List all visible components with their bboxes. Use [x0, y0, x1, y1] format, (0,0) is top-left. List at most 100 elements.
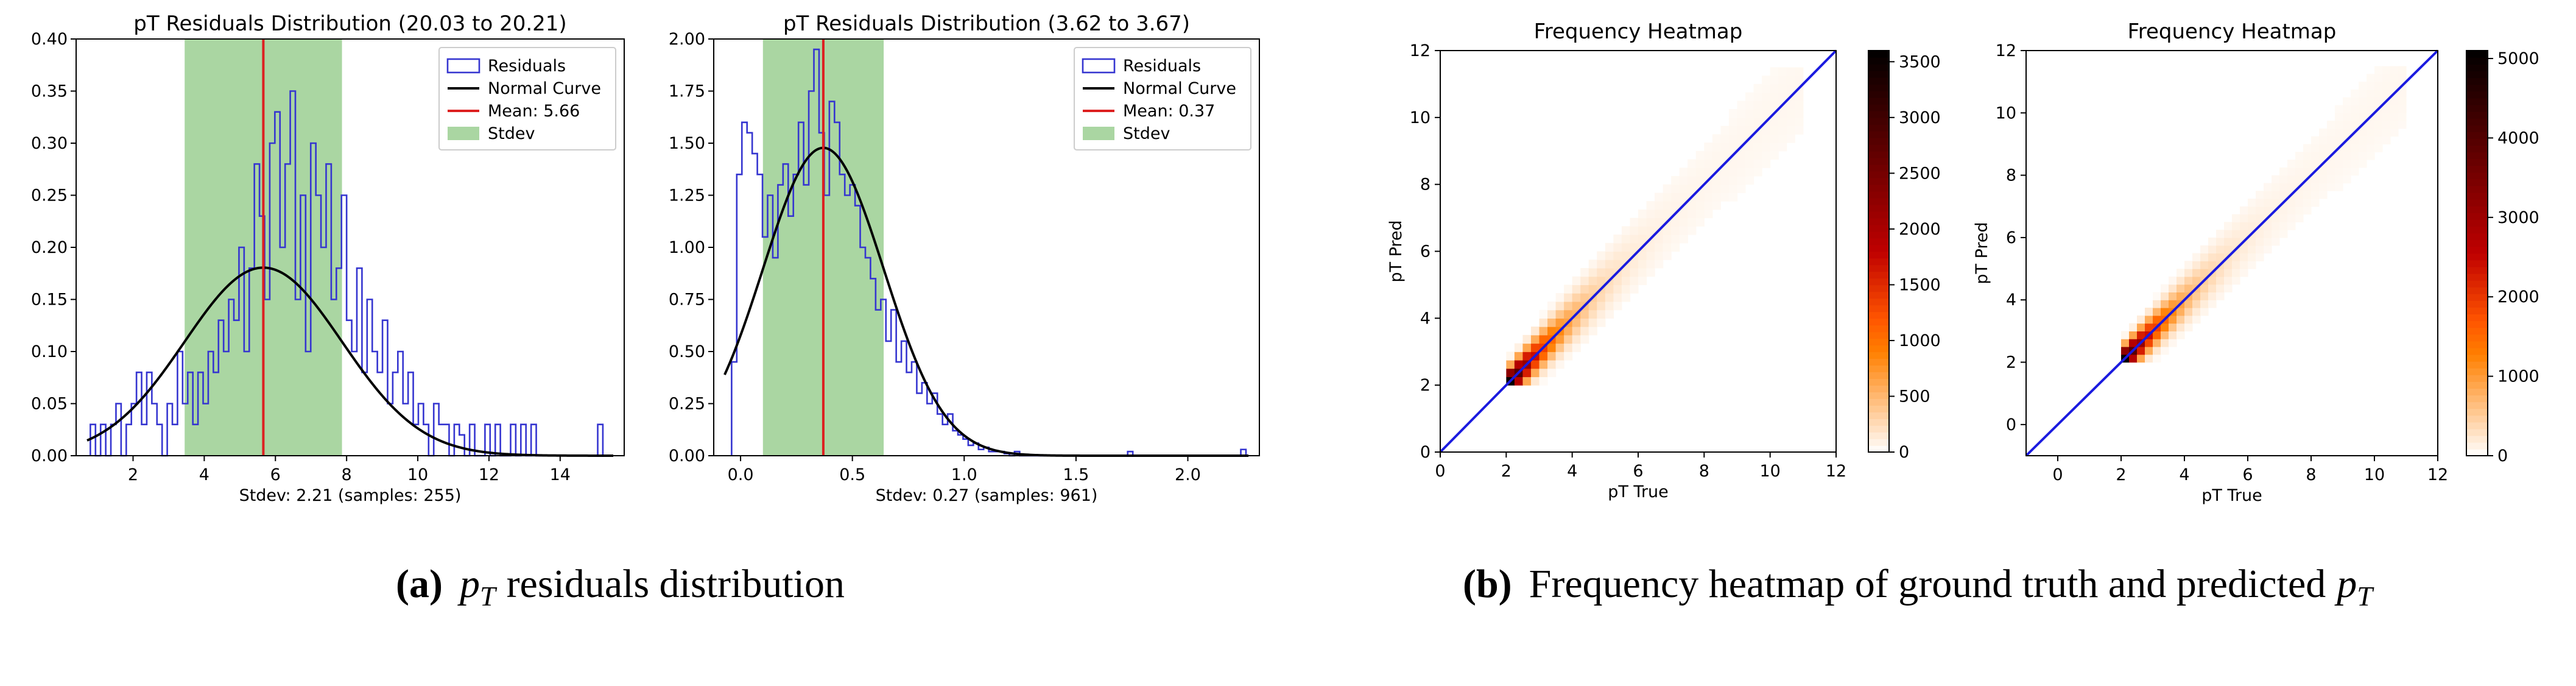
colorbar-segment	[1868, 117, 1889, 125]
heatmap-cell	[2359, 136, 2367, 145]
colorbar-segment	[2466, 361, 2488, 369]
colorbar-tick-label: 3000	[1899, 108, 1941, 127]
heatmap-cell	[2374, 136, 2383, 145]
heatmap-cell	[1770, 143, 1779, 152]
heatmap-cell	[2343, 144, 2351, 152]
colorbar-segment	[2466, 415, 2488, 423]
colorbar-segment	[2466, 314, 2488, 322]
x-tick-label: 10	[1759, 462, 1780, 481]
x-tick-label: 2.0	[1175, 465, 1201, 484]
heatmap-cell	[1679, 175, 1688, 185]
heatmap-cell	[1753, 83, 1762, 93]
heatmap-cell	[1605, 251, 1614, 260]
heatmap-cell	[1770, 101, 1779, 110]
heatmap-cell	[1728, 168, 1738, 177]
heatmap-cell	[2177, 331, 2185, 339]
heatmap-cell	[2161, 323, 2169, 331]
colorbar-segment	[1868, 231, 1889, 239]
heatmap-cell	[2208, 261, 2217, 269]
colorbar-segment	[1868, 171, 1889, 179]
heatmap-cell	[2367, 121, 2375, 129]
y-tick-label: 0.00	[669, 447, 705, 465]
heatmap-cell	[2224, 237, 2233, 246]
heatmap-cell	[1638, 260, 1647, 269]
heatmap-cell	[2398, 113, 2407, 121]
heatmap-cell	[1671, 201, 1680, 210]
heatmap-cell	[1572, 343, 1581, 352]
heatmap-cell	[2374, 121, 2383, 129]
heatmap-cell	[1704, 193, 1713, 202]
heatmap-cell	[1712, 184, 1722, 193]
heatmap-cell	[1564, 301, 1573, 311]
heatmap-cell	[1704, 201, 1713, 210]
heatmap-cell	[1655, 193, 1664, 202]
heatmap-cell	[2382, 128, 2391, 137]
heatmap-cell	[2264, 230, 2272, 238]
heatmap-cell	[2232, 253, 2240, 261]
x-tick-label: 12	[479, 465, 499, 484]
x-axis-label: Stdev: 0.27 (samples: 961)	[876, 486, 1098, 505]
heatmap-cell	[2216, 292, 2225, 300]
y-tick-label: 1.00	[669, 238, 705, 257]
heatmap-cell	[1695, 150, 1705, 160]
heatmap-cell	[2169, 315, 2177, 324]
heatmap-cell	[2343, 128, 2351, 137]
heatmap-cell	[2359, 152, 2367, 160]
heatmap-cell	[1679, 193, 1688, 202]
colorbar-tick-label: 1000	[1899, 331, 1941, 350]
heatmap-cell	[1630, 217, 1639, 227]
colorbar-segment	[1868, 224, 1889, 232]
heatmap-cell	[2303, 152, 2312, 160]
heatmap-cell	[1745, 143, 1754, 152]
panel-heatmap-2: 0 2 4 6 8 10 12 0 2 4 6 8 10 12 Frequency Heatmap pT Tr…	[1972, 19, 2539, 505]
heatmap-cell	[1720, 184, 1730, 193]
legend: Residuals Normal Curve Mean: 5.66 Stdev	[438, 47, 616, 150]
heatmap-cell	[1745, 126, 1754, 135]
heatmap-cell	[1663, 235, 1672, 244]
heatmap-cell	[1679, 209, 1688, 219]
heatmap-cell	[2161, 292, 2169, 300]
heatmap-cell	[1778, 92, 1787, 101]
heatmap-cell	[2311, 183, 2320, 191]
heatmap-cell	[2121, 339, 2130, 347]
heatmap-cell	[2319, 136, 2328, 145]
heatmap-cell	[2295, 206, 2304, 215]
y-tick-label: 12	[1410, 41, 1431, 60]
colorbar-segment	[1868, 204, 1889, 212]
heatmap-cell	[1580, 309, 1589, 319]
heatmap-cell	[1737, 159, 1746, 168]
heatmap-cell	[1539, 309, 1548, 319]
colorbar-segment	[2466, 165, 2488, 173]
heatmap-cell	[1580, 285, 1589, 294]
heatmap-cell	[2145, 315, 2153, 324]
heatmap-cell	[1514, 343, 1524, 352]
colorbar-segment	[1868, 412, 1889, 419]
heatmap-cell	[2153, 339, 2161, 347]
heatmap-cell	[1770, 67, 1779, 76]
heatmap-cell	[2224, 276, 2233, 285]
panel-hist-1: 2 4 6 8 10 12 14 0.00 0.05 0.10 0.15 0.20 0.25 0.30 0.…	[31, 12, 625, 505]
heatmap-cell	[1737, 175, 1746, 185]
heatmap-cell	[2335, 128, 2343, 137]
heatmap-cell	[2248, 245, 2256, 254]
heatmap-cell	[1762, 126, 1771, 135]
heatmap-cell	[1530, 334, 1540, 344]
heatmap-cell	[2351, 152, 2359, 160]
heatmap-cell	[2295, 175, 2304, 184]
heatmap-cell	[2153, 292, 2161, 300]
heatmap-cell	[1687, 209, 1697, 219]
heatmap-cell	[2137, 354, 2145, 363]
heatmap-cell	[1704, 159, 1713, 168]
heatmap-cell	[2200, 284, 2209, 293]
heatmap-cell	[2184, 269, 2193, 277]
heatmap-cell	[1522, 352, 1532, 361]
heatmap-cell	[1745, 159, 1754, 168]
heatmap-cell	[1646, 260, 1655, 269]
heatmap-cell	[1655, 235, 1664, 244]
colorbar-segment	[2466, 239, 2488, 247]
heatmap-cell	[1737, 184, 1746, 193]
heatmap-cell	[1638, 209, 1647, 219]
colorbar-segment	[1868, 124, 1889, 132]
colorbar-segment	[2466, 354, 2488, 362]
heatmap-cell	[2303, 160, 2312, 168]
